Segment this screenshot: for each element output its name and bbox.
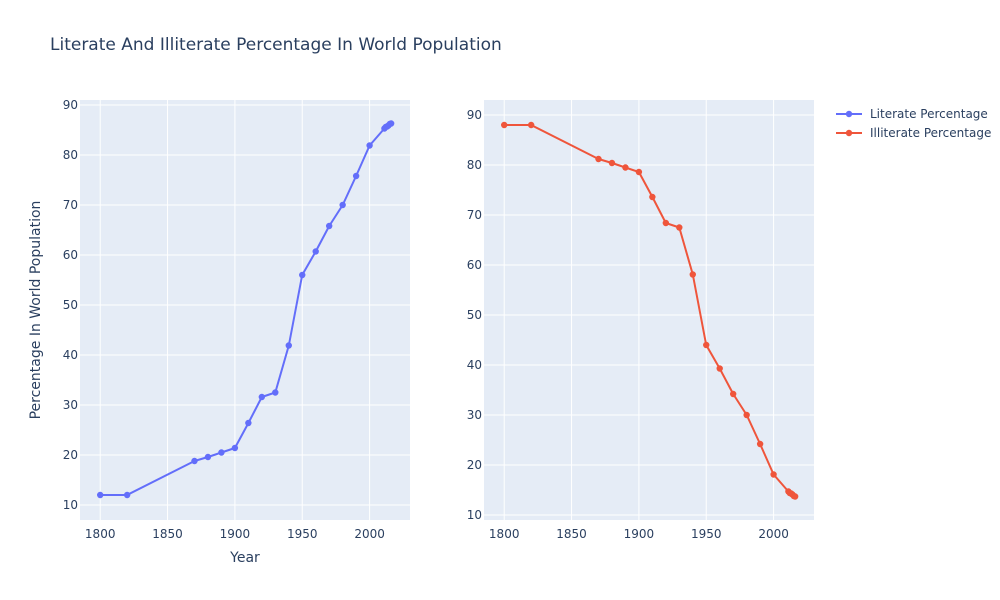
subplot-2-y-tick-70: 70 xyxy=(467,208,482,222)
legend-label-2: Illiterate Percentage xyxy=(870,126,991,140)
subplot-2-point-1940 xyxy=(689,271,696,278)
subplot-1-y-tick-80: 80 xyxy=(63,148,78,162)
subplot-1-x-axis-title: Year xyxy=(229,550,260,566)
subplot-1-y-tick-30: 30 xyxy=(63,398,78,412)
subplot-1-point-1890 xyxy=(218,449,225,456)
subplot-2-point-1990 xyxy=(756,440,764,448)
subplot-1-point-1820 xyxy=(123,491,131,499)
subplot-1-x-tick-2000: 2000 xyxy=(354,527,385,541)
subplot-1-x-tick-1800: 1800 xyxy=(85,527,116,541)
subplot-2-y-tick-30: 30 xyxy=(467,408,482,422)
subplot-2-point-1870 xyxy=(595,155,602,163)
subplot-1-y-tick-70: 70 xyxy=(63,198,78,212)
subplot-1-point-1920 xyxy=(258,393,266,401)
subplot-1-y-tick-10: 10 xyxy=(63,498,78,512)
subplot-2-point-1900 xyxy=(635,168,643,176)
subplot-1-point-2000 xyxy=(366,142,373,149)
subplot-2-y-tick-40: 40 xyxy=(467,358,482,372)
subplot-2-point-2016 xyxy=(791,493,799,500)
subplot-2-point-1960 xyxy=(716,365,723,372)
subplot-1-y-tick-20: 20 xyxy=(63,448,78,462)
subplot-1-point-1960 xyxy=(312,248,319,255)
subplot-2-point-2000 xyxy=(770,471,777,478)
subplot-2-point-1890 xyxy=(622,164,629,171)
subplot-1-point-1970 xyxy=(325,222,333,230)
subplot-2-point-1970 xyxy=(729,390,737,398)
subplot-1-y-tick-50: 50 xyxy=(63,298,78,312)
subplot-2-y-tick-20: 20 xyxy=(467,458,482,472)
subplot-1-point-2016 xyxy=(387,120,395,127)
subplot-2-x-tick-1950: 1950 xyxy=(691,527,722,541)
subplot-1-plot-area xyxy=(80,100,410,520)
subplot-1-point-1910 xyxy=(245,419,252,427)
subplot-1-x-tick-1900: 1900 xyxy=(220,527,251,541)
subplot-2-y-tick-50: 50 xyxy=(467,308,482,322)
subplot-2-point-1800 xyxy=(501,121,508,129)
subplot-2-point-1880 xyxy=(608,159,616,167)
subplot-2-point-1820 xyxy=(527,121,535,129)
subplot-1-point-1800 xyxy=(97,491,104,499)
subplot-1-point-1930 xyxy=(272,389,279,396)
subplot-1-point-1950 xyxy=(299,271,306,279)
legend-marker-2 xyxy=(845,129,853,137)
subplot-1-point-1880 xyxy=(204,453,212,461)
subplot-2-point-1950 xyxy=(703,341,710,349)
subplot-2-x-tick-1850: 1850 xyxy=(556,527,587,541)
subplot-2-y-tick-10: 10 xyxy=(467,508,482,522)
subplot-1-y-axis-title: Percentage In World Population xyxy=(28,201,44,420)
subplot-2-x-tick-1800: 1800 xyxy=(489,527,520,541)
subplot-1-y-tick-90: 90 xyxy=(63,98,78,112)
legend-label-1: Literate Percentage xyxy=(870,107,988,121)
subplot-2-x-tick-1900: 1900 xyxy=(624,527,655,541)
subplot-1-point-1980 xyxy=(339,201,346,209)
subplot-1-y-tick-40: 40 xyxy=(63,348,78,362)
subplot-1-x-tick-1850: 1850 xyxy=(152,527,183,541)
subplot-2-y-tick-90: 90 xyxy=(467,108,482,122)
subplot-1-point-1940 xyxy=(285,342,292,349)
subplot-1-point-1900 xyxy=(231,444,239,452)
subplot-2-point-1980 xyxy=(743,411,750,419)
subplot-1-point-1870 xyxy=(191,457,198,465)
subplot-2-plot-area xyxy=(484,100,814,520)
subplot-1-y-tick-60: 60 xyxy=(63,248,78,262)
subplot-2-point-1930 xyxy=(676,224,683,231)
subplot-2-y-tick-60: 60 xyxy=(467,258,482,272)
chart-title: Literate And Illiterate Percentage In Wo… xyxy=(50,35,502,55)
subplot-1-point-1990 xyxy=(352,172,360,180)
legend-marker-1 xyxy=(845,110,853,118)
subplot-2-point-1920 xyxy=(662,219,670,227)
subplot-2-point-1910 xyxy=(649,193,656,201)
subplot-1-x-tick-1950: 1950 xyxy=(287,527,318,541)
subplot-2-y-tick-80: 80 xyxy=(467,158,482,172)
subplot-2-x-tick-2000: 2000 xyxy=(758,527,789,541)
